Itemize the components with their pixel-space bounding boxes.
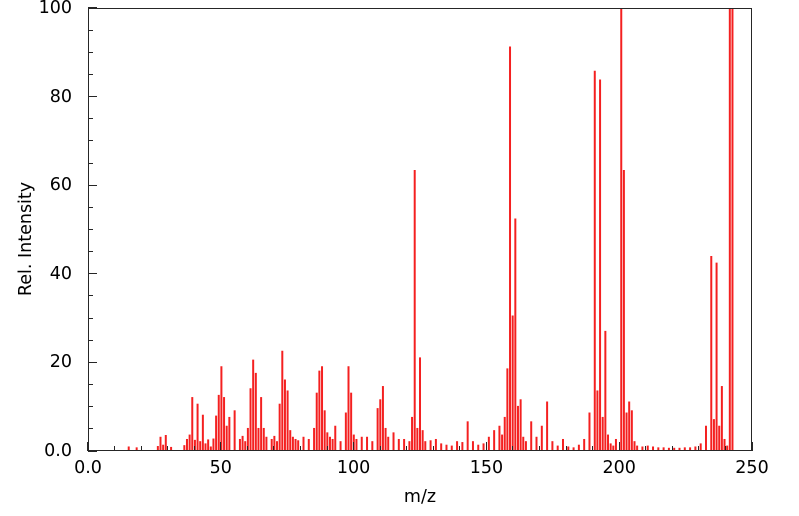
x-tick-label: 150 bbox=[469, 458, 504, 478]
x-tick-minor bbox=[645, 446, 647, 451]
y-axis-title: Rel. Intensity bbox=[16, 181, 36, 297]
x-tick-minor bbox=[724, 446, 726, 451]
x-tick-minor bbox=[539, 446, 541, 451]
x-tick-minor bbox=[592, 446, 594, 451]
y-tick-minor bbox=[88, 140, 93, 142]
plot-area bbox=[88, 8, 752, 451]
y-tick-minor bbox=[88, 206, 93, 208]
y-tick-minor bbox=[88, 295, 93, 297]
y-tick-minor bbox=[88, 339, 93, 341]
y-tick-minor bbox=[88, 29, 93, 31]
x-tick-label: 0.0 bbox=[74, 458, 102, 478]
y-tick-minor bbox=[88, 251, 93, 253]
x-tick-major bbox=[485, 442, 488, 451]
y-tick-minor bbox=[88, 229, 93, 230]
y-tick-minor bbox=[88, 384, 93, 386]
x-tick-label: 100 bbox=[336, 458, 371, 478]
y-tick-label: 100 bbox=[38, 0, 72, 18]
x-tick-major bbox=[618, 442, 620, 451]
y-tick-minor bbox=[88, 118, 93, 120]
x-tick-minor bbox=[459, 446, 461, 451]
y-tick-major bbox=[88, 450, 97, 452]
x-tick-minor bbox=[432, 446, 434, 451]
spectrum-plot bbox=[127, 9, 734, 450]
x-tick-minor bbox=[512, 446, 514, 451]
x-tick-minor bbox=[671, 446, 673, 451]
x-tick-major bbox=[352, 442, 355, 451]
x-tick-label: 200 bbox=[602, 458, 636, 478]
y-tick-major bbox=[88, 361, 97, 364]
x-tick-minor bbox=[565, 446, 567, 451]
x-tick-major bbox=[751, 442, 753, 451]
y-tick-major bbox=[88, 7, 97, 9]
y-tick-minor bbox=[88, 51, 93, 53]
y-tick-major bbox=[88, 273, 97, 275]
x-axis-title: m/z bbox=[403, 487, 437, 507]
y-tick-minor bbox=[88, 162, 93, 164]
x-tick-minor bbox=[698, 446, 700, 451]
y-tick-minor bbox=[88, 73, 93, 75]
x-tick-minor bbox=[326, 446, 328, 451]
y-tick-label: 40 bbox=[49, 263, 72, 284]
x-tick-minor bbox=[299, 446, 301, 451]
y-tick-major bbox=[88, 184, 97, 186]
y-tick-minor bbox=[88, 428, 93, 430]
x-tick-minor bbox=[406, 446, 408, 451]
y-tick-label: 60 bbox=[49, 175, 72, 196]
y-tick-minor bbox=[88, 317, 93, 319]
y-tick-minor bbox=[88, 406, 93, 408]
x-tick-minor bbox=[193, 446, 195, 451]
x-tick-minor bbox=[114, 446, 116, 451]
x-tick-label: 50 bbox=[209, 458, 232, 478]
x-tick-minor bbox=[167, 446, 169, 451]
y-tick-label: 80 bbox=[49, 86, 72, 107]
x-tick-minor bbox=[140, 446, 142, 451]
y-tick-label: 20 bbox=[49, 352, 72, 373]
y-tick-major bbox=[88, 95, 97, 98]
x-axis-tick-labels: 0.0 50 100 150 200 250 bbox=[0, 458, 799, 488]
x-tick-minor bbox=[273, 446, 275, 451]
x-tick-label: 250 bbox=[735, 458, 769, 478]
x-tick-major bbox=[87, 442, 89, 451]
y-axis-tick-labels: 0.0 20 40 60 80 100 bbox=[0, 0, 82, 516]
x-tick-major bbox=[220, 442, 222, 451]
x-tick-minor bbox=[246, 446, 248, 451]
y-tick-label: 0.0 bbox=[44, 441, 72, 461]
x-tick-minor bbox=[379, 446, 381, 451]
